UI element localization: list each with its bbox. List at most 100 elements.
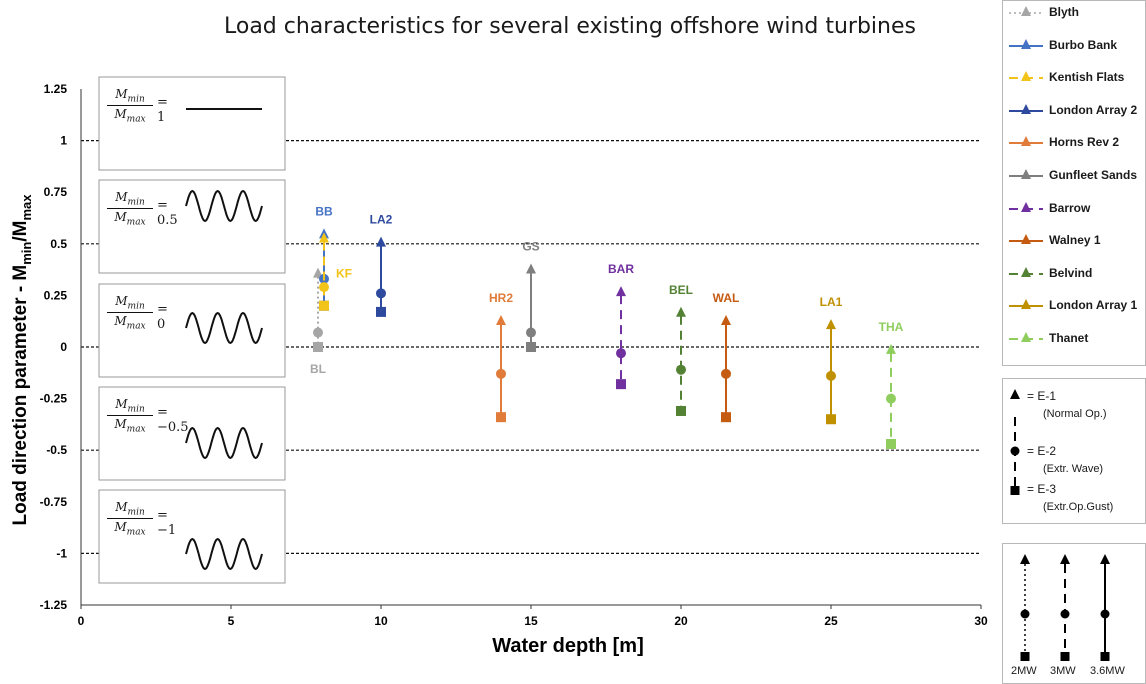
x-tick-label: 30 <box>974 614 988 628</box>
series-legend: Blyth Burbo Bank Kentish Flats London Array… <box>1002 0 1146 366</box>
x-tick-label: 25 <box>824 614 838 628</box>
ratio-boxes <box>98 76 286 584</box>
e2-point <box>496 368 506 379</box>
e1-marker <box>1010 389 1020 399</box>
legend-label: London Array 2 <box>1049 102 1138 117</box>
e3-point <box>376 306 386 317</box>
series-data-label: BB <box>315 204 333 218</box>
e3-point <box>526 342 536 352</box>
legend-label: Blyth <box>1049 5 1079 19</box>
legend-label: Horns Rev 2 <box>1049 135 1120 150</box>
legend-label: Burbo Bank <box>1049 37 1118 52</box>
e2-point <box>616 348 626 359</box>
e3-point <box>496 412 506 423</box>
y-axis-title: Load direction parameter - Mmin/Mmax <box>10 194 34 526</box>
y-tick-label: 0 <box>60 340 67 354</box>
e3-point <box>616 379 626 390</box>
y-tick-label: -0.75 <box>40 495 68 509</box>
x-tick-label: 20 <box>674 614 688 628</box>
line-legend-3mw: 3MW <box>1050 665 1076 677</box>
e3-point <box>676 405 686 416</box>
series-data-label: HR2 <box>489 291 513 305</box>
e3-point <box>313 342 323 352</box>
legend-label: London Array 1 <box>1049 298 1138 313</box>
legend-label: Belvind <box>1049 265 1093 280</box>
axes: 1.25 1 0.75 0.5 0.25 0 -0.25 -0.5 -0.75 -1 -1.25 0 5… <box>40 82 988 628</box>
y-tick-label: 0.25 <box>44 288 68 302</box>
ratio-box <box>98 386 286 481</box>
x-tick-label: 15 <box>524 614 538 628</box>
legend-marker <box>1021 201 1031 212</box>
legend-marker <box>1021 299 1031 310</box>
ratio-box <box>98 179 286 274</box>
e1-description: (Normal Op.) <box>1043 408 1107 420</box>
e1-point <box>526 263 536 274</box>
legend-marker <box>1021 332 1031 342</box>
waveform-sine <box>185 311 263 345</box>
line-style-legend: 2MW 3MW 3.6MW <box>1002 543 1146 684</box>
e2-description: (Extr. Wave) <box>1043 463 1104 475</box>
series-data-label: LA2 <box>370 213 393 227</box>
e3-description: (Extr.Op.Gust) <box>1043 501 1114 513</box>
e1-point <box>376 236 386 247</box>
chart-title: Load characteristics for several existin… <box>223 14 916 39</box>
waveform-sine <box>185 537 263 571</box>
e2-point <box>319 282 329 293</box>
legend-marker <box>1021 103 1031 114</box>
legend-label: Gunfleet Sands <box>1049 168 1138 182</box>
e1-point <box>496 315 506 326</box>
legend-marker <box>1021 169 1031 179</box>
y-tick-label: -1 <box>56 546 67 560</box>
ratio-box <box>98 76 286 171</box>
x-tick-label: 10 <box>374 614 388 628</box>
e2-point <box>886 393 896 404</box>
waveform-sine <box>185 189 263 223</box>
e2-point <box>313 327 323 338</box>
series-tha: THA <box>879 320 904 450</box>
series-data-label: KF <box>336 266 352 280</box>
series-data-label: WAL <box>713 291 740 305</box>
y-tick-label: 0.5 <box>50 237 67 251</box>
x-tick-label: 5 <box>228 614 235 628</box>
e1-point <box>676 306 686 317</box>
e3-point <box>319 300 329 311</box>
legend-item-hr2: Horns Rev 2 <box>1003 131 1145 155</box>
event-legend: = E-1 (Normal Op.) = E-2 (Extr. Wave) = … <box>1002 378 1146 524</box>
solid-style-arrow <box>1100 554 1110 564</box>
series-data-label: BAR <box>608 262 634 276</box>
series-la1: LA1 <box>820 295 843 425</box>
e3-marker <box>1010 486 1020 495</box>
legend-label: Barrow <box>1049 200 1091 215</box>
y-tick-label: 1.25 <box>44 82 68 96</box>
e1-point <box>826 319 836 330</box>
e3-point <box>721 412 731 423</box>
y-tick-label: 1 <box>60 134 67 148</box>
y-tick-label: 0.75 <box>44 185 68 199</box>
y-tick-label: -0.5 <box>46 443 67 457</box>
series-data-label: GS <box>522 239 539 253</box>
series-data-label: BL <box>310 362 326 376</box>
e3-label: = E-3 <box>1027 482 1057 496</box>
legend-marker <box>1021 234 1031 245</box>
e1-point <box>721 315 731 326</box>
e2-point <box>526 327 536 338</box>
x-tick-label: 0 <box>78 614 85 628</box>
e2-label: = E-2 <box>1027 444 1057 458</box>
y-tick-label: -0.25 <box>40 392 68 406</box>
waveform-sine <box>185 426 263 460</box>
legend-marker <box>1021 6 1031 16</box>
series-bl: BL <box>310 267 326 376</box>
legend-marker <box>1021 71 1031 82</box>
legend-item-bb: Burbo Bank <box>1003 34 1145 58</box>
series-kf: KF <box>319 232 352 311</box>
e1-point <box>319 232 329 243</box>
legend-marker <box>1021 38 1031 49</box>
legend-label: Walney 1 <box>1049 233 1101 248</box>
e1-point <box>616 286 626 297</box>
e2-point <box>721 368 731 379</box>
series-la2: LA2 <box>370 213 393 317</box>
dotted-style-arrow <box>1020 554 1030 564</box>
e1-label: = E-1 <box>1027 389 1057 403</box>
legend-item-la1: London Array 1 <box>1003 294 1145 318</box>
